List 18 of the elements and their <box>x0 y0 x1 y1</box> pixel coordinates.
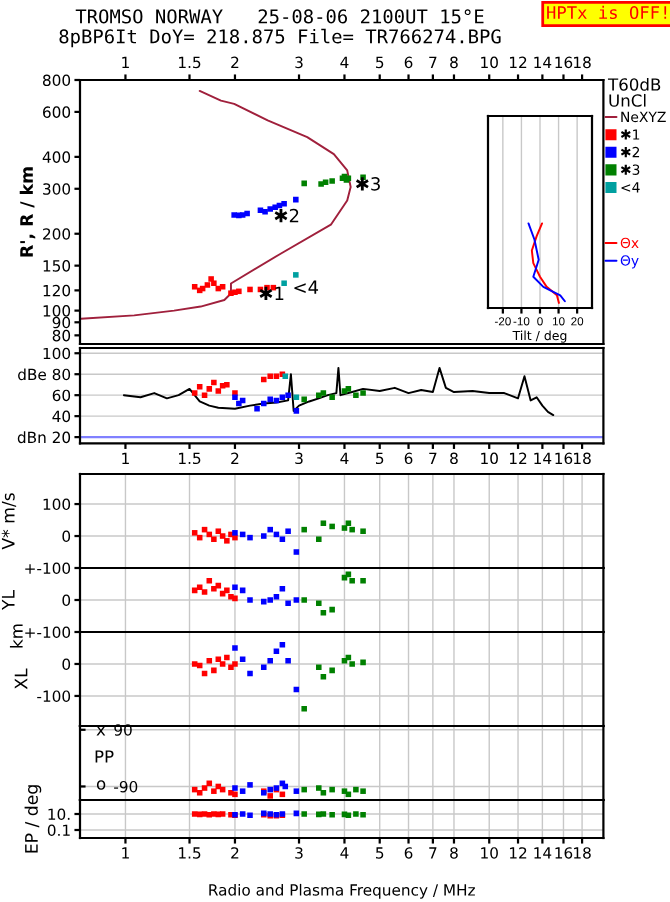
y-axis-title: YL <box>1 590 15 611</box>
text: T60dB <box>607 77 661 91</box>
text: HPTx is OFF! <box>547 5 667 20</box>
chart-title: TROMSO NORWAY 25-08-06 2100UT 15°E <box>75 9 484 24</box>
chart-subtitle: 8pBP6It DoY= 218.875 File= TR766274.BPG <box>59 28 501 48</box>
annotation: ✱2 <box>274 208 299 223</box>
annotation: ✱3 <box>355 177 380 191</box>
text: km <box>9 624 23 648</box>
annotation: PP <box>95 750 114 763</box>
text: UnCl <box>609 93 646 107</box>
annotation: ✱1 <box>259 286 284 301</box>
annotation: <4 <box>294 280 319 294</box>
annotation: o <box>96 780 106 790</box>
y-axis-title: V* m/s <box>1 493 17 550</box>
y-axis-title: EP / deg <box>24 785 42 853</box>
annotation: x <box>96 726 106 736</box>
y-axis-title: XL <box>14 668 28 690</box>
y-axis-title: R', R / km <box>19 167 36 257</box>
